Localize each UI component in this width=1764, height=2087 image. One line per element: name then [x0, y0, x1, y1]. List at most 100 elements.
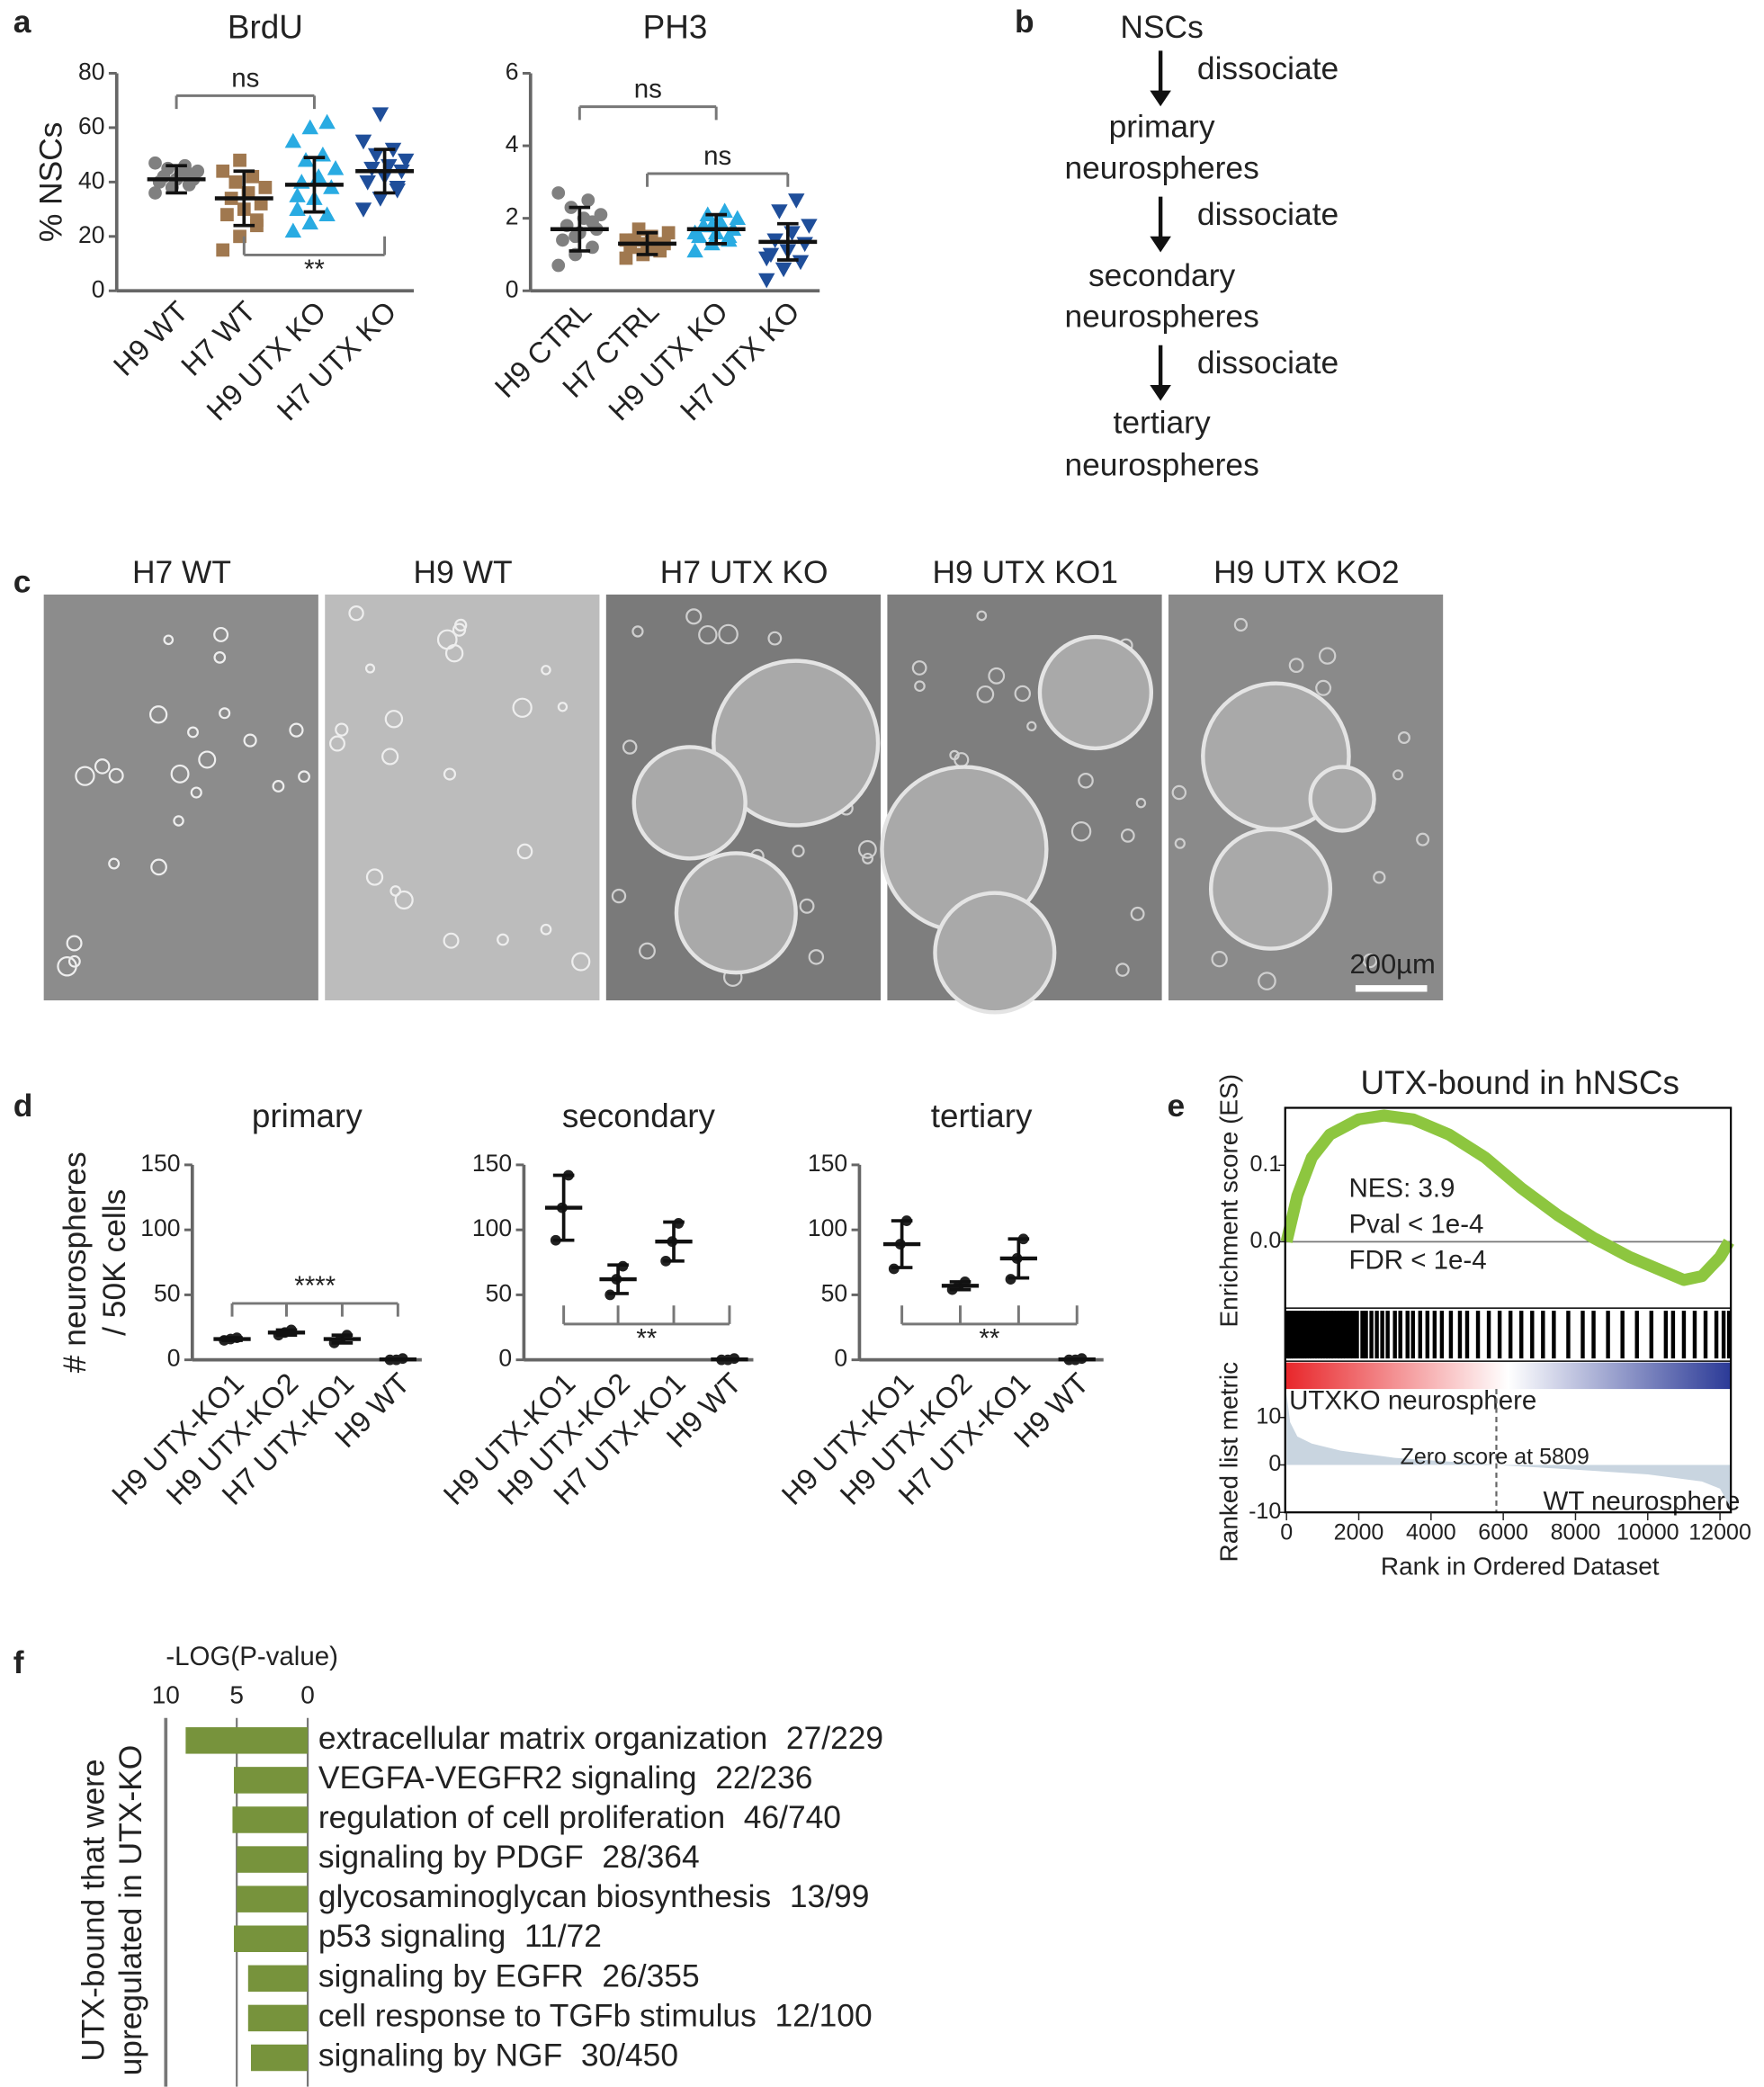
x-tick-label: 0 [1280, 1519, 1293, 1545]
cell [1318, 647, 1337, 665]
data-point [729, 210, 747, 226]
zero-score-label: Zero score at 5809 [1401, 1444, 1589, 1469]
cell [67, 954, 81, 968]
cell [557, 702, 569, 712]
annotation: FDR < 1e-4 [1349, 1245, 1487, 1275]
bar [232, 1806, 309, 1833]
count-label: 12/100 [775, 1999, 872, 2034]
plot-frame [1284, 1106, 1733, 1514]
flow-node: NSCs [1120, 10, 1203, 45]
bar [247, 1965, 309, 1993]
neurosphere [674, 851, 798, 975]
neurosphere [933, 891, 1057, 1015]
flow-node: primary [1109, 110, 1215, 145]
cell [512, 697, 533, 718]
y-tick-label: -10 [1249, 1499, 1281, 1524]
category-label: glycosaminoglycan biosynthesis [318, 1880, 771, 1915]
data-point [148, 186, 162, 200]
flow-node: neurospheres [1064, 448, 1258, 483]
data-point [581, 193, 595, 207]
y-tick-label: 100 [140, 1214, 180, 1241]
flow-node: secondary [1088, 258, 1236, 293]
category-label: VEGFA-VEGFR2 signaling [318, 1760, 697, 1796]
data-point [551, 258, 566, 273]
significance-bracket [175, 94, 316, 110]
cell [685, 608, 703, 625]
cell [149, 705, 168, 724]
chart-title: tertiary [931, 1097, 1033, 1134]
data-point [289, 201, 306, 216]
scale-bar-label: 200µm [1350, 948, 1436, 980]
chart-title: BrdU [228, 9, 303, 46]
cell [390, 885, 401, 897]
neurosphere [1037, 634, 1154, 751]
cell [66, 935, 83, 952]
significance-label: ns [703, 141, 731, 171]
cell [1373, 871, 1386, 884]
cell [497, 933, 509, 946]
micrograph-title: H7 UTX KO [660, 555, 828, 590]
cell [1288, 658, 1304, 674]
y-tick-label: 0 [498, 1345, 512, 1372]
data-point [148, 156, 162, 170]
data-point [771, 204, 788, 219]
cell [698, 624, 718, 645]
bar [237, 1846, 309, 1873]
bar-label: VEGFA-VEGFR2 signaling 22/236 [318, 1760, 813, 1796]
significance-label: **** [294, 1271, 336, 1301]
cell [988, 667, 1006, 685]
annotation: NES: 3.9 [1349, 1174, 1455, 1204]
cell [1171, 784, 1187, 801]
y-tick-label: 100 [472, 1214, 512, 1241]
cell [289, 722, 304, 738]
x-axis-label: -LOG(P-value) [166, 1642, 338, 1671]
x-tick-label: 6000 [1478, 1519, 1528, 1545]
cell [170, 764, 190, 784]
cell [976, 610, 988, 622]
data-point [551, 186, 566, 200]
data-point [788, 193, 805, 209]
panel-label: e [1168, 1088, 1186, 1124]
cell [1392, 769, 1404, 781]
bar-label: p53 signaling 11/72 [318, 1920, 602, 1955]
neurosphere [1308, 765, 1376, 833]
cell [808, 949, 825, 965]
data-point [686, 242, 703, 258]
cell [639, 942, 656, 960]
micrograph-title: H9 UTX KO2 [1213, 555, 1399, 590]
flow-node: neurospheres [1064, 300, 1258, 335]
cell [571, 952, 591, 972]
data-point [758, 251, 775, 267]
cell [190, 786, 202, 799]
cell [381, 748, 399, 766]
bar-label: extracellular matrix organization 27/229 [318, 1721, 883, 1756]
count-label: 26/355 [602, 1959, 699, 1994]
cell [452, 623, 467, 637]
data-point [314, 146, 332, 162]
significance-bracket [230, 1302, 399, 1317]
x-tick-label: 5 [229, 1681, 244, 1709]
cell [611, 888, 627, 904]
y-axis-label: / 50K cells [97, 1189, 132, 1336]
es-curve [1280, 1109, 1734, 1286]
y-tick-label: 0 [506, 275, 519, 302]
bar [234, 1925, 309, 1952]
bar [185, 1727, 309, 1754]
cell [540, 923, 552, 936]
cell [622, 739, 638, 755]
significance-label: ** [304, 255, 325, 284]
cell [949, 749, 960, 761]
cell [94, 758, 111, 775]
cell [1362, 953, 1378, 969]
cell [1115, 963, 1130, 977]
cell [1135, 797, 1147, 809]
data-point [389, 181, 406, 196]
y-tick-label: 0 [92, 275, 105, 302]
x-tick-label: 4000 [1406, 1519, 1456, 1545]
y-tick-label: 50 [821, 1279, 847, 1306]
cell [1233, 617, 1249, 632]
x-axis-label: Rank in Ordered Dataset [1381, 1553, 1660, 1581]
x-tick-label: 8000 [1551, 1519, 1601, 1545]
category-label: cell response to TGFb stimulus [318, 1999, 757, 2034]
